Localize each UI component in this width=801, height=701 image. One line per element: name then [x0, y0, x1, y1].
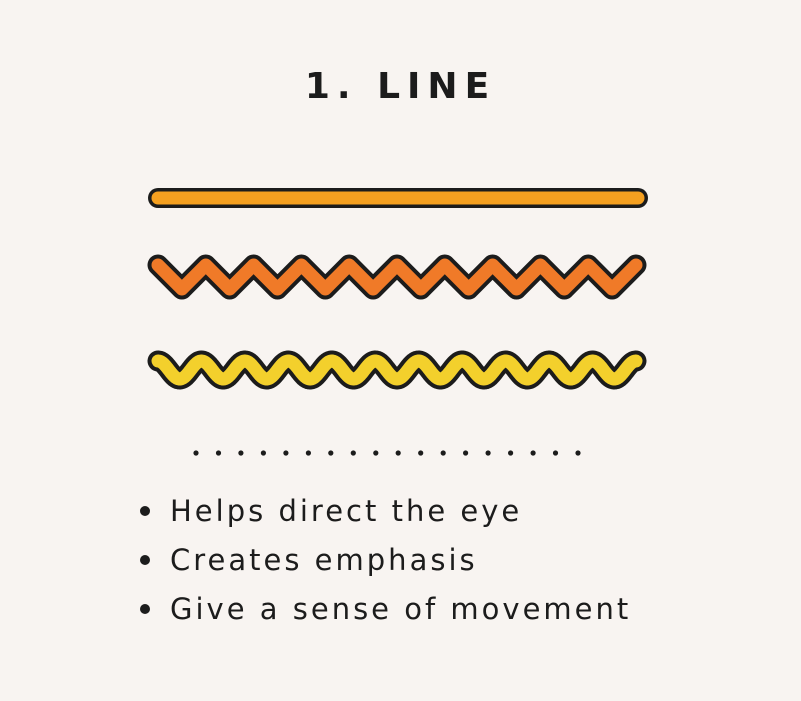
divider-dot: [373, 450, 379, 456]
divider-dot: [552, 450, 559, 456]
divider-dot: [283, 450, 289, 456]
list-item: Creates emphasis: [140, 535, 631, 584]
divider-dot: [238, 450, 244, 456]
divider-dot: [305, 450, 311, 456]
page-title: 1. LINE: [304, 66, 497, 107]
divider-dot: [508, 450, 514, 456]
list-item: Helps direct the eye: [140, 486, 631, 535]
zigzag-line: [147, 254, 647, 300]
bullet-text: Helps direct the eye: [170, 493, 523, 528]
bullet-icon: [140, 505, 150, 516]
bullet-text: Creates emphasis: [170, 542, 478, 577]
line-illustrations: [147, 188, 648, 456]
divider-dot: [463, 450, 469, 456]
list-item: Give a sense of movement: [140, 584, 631, 633]
divider-dot: [215, 450, 222, 456]
divider-dot: [328, 450, 334, 456]
divider-dot: [485, 450, 491, 456]
divider-dot: [350, 450, 356, 456]
divider-dot: [418, 450, 424, 456]
divider-dot: [260, 450, 266, 456]
divider-dot: [395, 450, 401, 456]
bullet-text: Give a sense of movement: [170, 591, 632, 626]
bullet-icon: [140, 554, 150, 565]
divider-dot: [575, 450, 581, 456]
bullet-list: Helps direct the eye Creates emphasis Gi…: [140, 486, 631, 633]
dotted-divider: [193, 450, 581, 456]
bullet-icon: [140, 603, 150, 614]
wavy-line: [147, 350, 647, 390]
divider-dot: [440, 450, 446, 456]
divider-dot: [193, 450, 199, 456]
divider-dot: [530, 450, 536, 456]
